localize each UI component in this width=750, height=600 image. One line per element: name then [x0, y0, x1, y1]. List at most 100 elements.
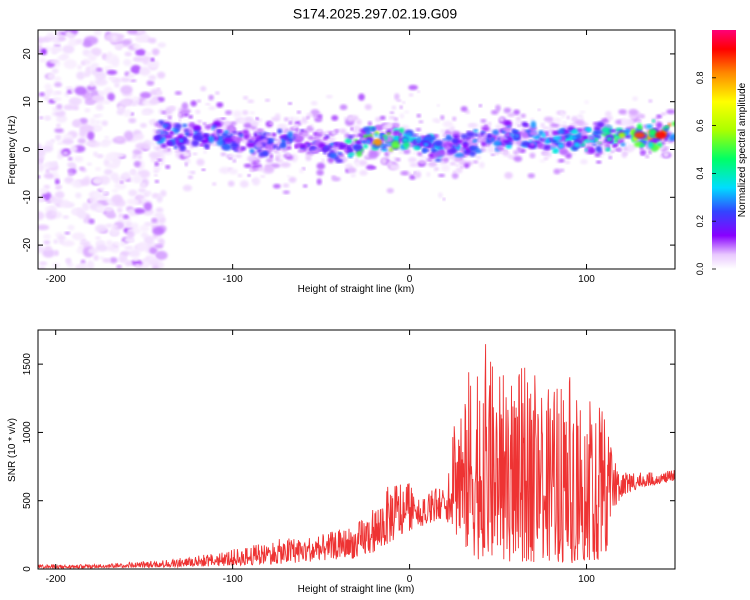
spectrogram-cell: [57, 141, 64, 145]
spectrogram-cell: [39, 116, 44, 120]
spectrogram-cell: [93, 30, 102, 36]
spectrogram-cell: [238, 133, 244, 138]
spectrogram-cell: [51, 68, 59, 74]
spectrogram-cell: [453, 134, 459, 140]
spectrogram-cell: [74, 86, 87, 96]
spectrogram-cell: [120, 108, 125, 113]
spectrogram-cell: [364, 103, 372, 111]
snr-x-tick-label: -100: [223, 574, 243, 585]
spectrogram-cell: [265, 157, 274, 163]
spectrogram-cell: [288, 102, 293, 105]
spectrogram-cell: [355, 140, 361, 144]
spectrogram-cell: [151, 264, 159, 269]
spectrogram-cell: [86, 162, 93, 166]
spectrogram-cell: [396, 99, 402, 102]
spectrogram-cell: [106, 245, 115, 252]
spectrogram-cell: [232, 131, 238, 135]
spectrogram-cell: [39, 261, 48, 266]
spectrogram-cell: [165, 164, 171, 169]
spectrogram-cell: [106, 69, 118, 75]
spectrogram-cell: [417, 152, 423, 156]
spectrogram-cell: [149, 254, 156, 261]
spectrogram-cell: [130, 259, 143, 266]
spectrogram-cell: [201, 128, 205, 132]
spectrogram-cell: [38, 49, 41, 53]
spectrogram-cell: [221, 132, 229, 138]
spectrogram-cell: [151, 193, 159, 199]
spectrogram-cell: [87, 141, 102, 148]
spectrogram-cell: [271, 116, 281, 122]
spectrogram-cell: [662, 151, 670, 158]
spectrogram-cell: [487, 121, 492, 127]
spectrogram-cell: [478, 104, 482, 108]
spectrogram-cell: [472, 160, 479, 164]
spectrogram-cell: [359, 169, 368, 176]
spectrogram-cell: [584, 100, 589, 105]
spectrogram-cell: [339, 104, 348, 111]
spectrogram-cell: [38, 163, 45, 172]
spectrogram-cell: [64, 177, 74, 183]
spectrogram-cell: [239, 118, 246, 124]
spectrogram-cell: [232, 110, 242, 118]
spectrogram-cell: [284, 135, 289, 139]
spectrogram-cell: [195, 109, 201, 114]
spectrogram-cell: [252, 160, 258, 166]
spectrogram-cell: [208, 105, 216, 111]
spectrogram-y-tick-label: -10: [22, 190, 33, 205]
spectrogram-cell: [329, 152, 338, 159]
spectrogram-cell: [513, 150, 519, 156]
spectrogram-cell: [254, 142, 263, 149]
spectrogram-cell: [316, 128, 323, 133]
spectrogram-cell: [285, 141, 292, 145]
spectrogram-cell: [78, 245, 84, 250]
spectrogram-cell: [150, 119, 157, 124]
snr-panel: -200 -100 0 100 0 500 1000 1500 Height of stra…: [7, 329, 676, 595]
spectrogram-cell: [286, 153, 291, 157]
spectrogram-cell: [521, 121, 528, 127]
spectrogram-cell: [503, 107, 512, 114]
spectrogram-cell: [141, 258, 148, 262]
figure-title: S174.2025.297.02.19.G09: [293, 6, 457, 22]
spectrogram-cell: [89, 81, 95, 87]
spectrogram-cell: [139, 91, 152, 99]
spectrogram-cell: [632, 96, 638, 102]
spectrogram-cell: [247, 99, 255, 104]
spectrogram-cell: [558, 143, 564, 149]
spectrogram-cell: [148, 37, 157, 44]
spectrogram-cell: [413, 145, 421, 151]
spectrogram-y-tick-label: 0: [22, 146, 33, 152]
spectrogram-cell: [269, 154, 274, 159]
spectrogram-cell: [184, 129, 189, 132]
spectrogram-cell: [347, 154, 352, 157]
spectrogram-cell: [596, 121, 605, 128]
spectrogram-cell: [89, 197, 95, 203]
spectrogram-cell: [132, 149, 142, 156]
spectrogram-cell: [275, 139, 279, 142]
spectrogram-cell: [484, 124, 488, 128]
snr-y-ticks: 0 500 1000 1500: [22, 353, 675, 572]
spectrogram-cell: [95, 119, 101, 125]
spectrogram-cell: [242, 110, 249, 116]
snr-x-tick-label: 0: [407, 574, 413, 585]
spectrogram-cell: [512, 128, 516, 133]
spectrogram-cell: [187, 175, 194, 180]
spectrogram-cell: [393, 117, 399, 122]
spectrogram-cell: [153, 145, 157, 150]
spectrogram-cell: [208, 135, 215, 143]
spectrogram-cell: [605, 142, 611, 148]
spectrogram-cell: [408, 93, 414, 97]
spectrogram-cell: [65, 86, 73, 90]
spectrogram-cell: [124, 51, 132, 57]
spectrogram-cell: [136, 242, 147, 252]
spectrogram-cell: [94, 78, 108, 86]
spectrogram-cell: [184, 162, 188, 167]
spectrogram-cell: [516, 146, 522, 153]
spectrogram-cell: [316, 169, 324, 176]
spectrogram-cell: [374, 133, 379, 137]
spectrogram-cell: [67, 224, 75, 231]
snr-y-tick-label: 0: [22, 566, 33, 572]
spectrogram-cell: [399, 105, 403, 110]
spectrogram-cell: [493, 140, 501, 147]
colorbar-tick-label: 0.2: [695, 215, 705, 228]
